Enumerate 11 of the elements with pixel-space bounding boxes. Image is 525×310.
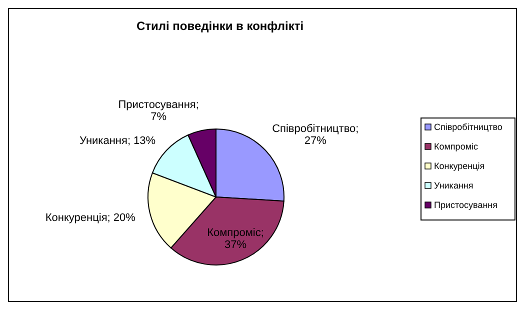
legend-label: Уникання bbox=[434, 180, 474, 190]
legend-label: Співробітництво bbox=[434, 122, 502, 132]
legend-label: Компроміс bbox=[434, 142, 479, 152]
legend-label: Конкуренція bbox=[434, 161, 485, 171]
legend-label: Пристосування bbox=[434, 200, 498, 210]
data-label: Уникання; 13% bbox=[79, 135, 156, 148]
data-label: Пристосування; 7% bbox=[118, 98, 199, 123]
data-label: Конкуренція; 20% bbox=[45, 212, 136, 224]
chart-title: Стилі поведінки в конфлікті bbox=[136, 19, 304, 33]
data-label: Компроміс; 37% bbox=[207, 227, 264, 252]
data-label: Співробітництво; 27% bbox=[272, 123, 359, 148]
